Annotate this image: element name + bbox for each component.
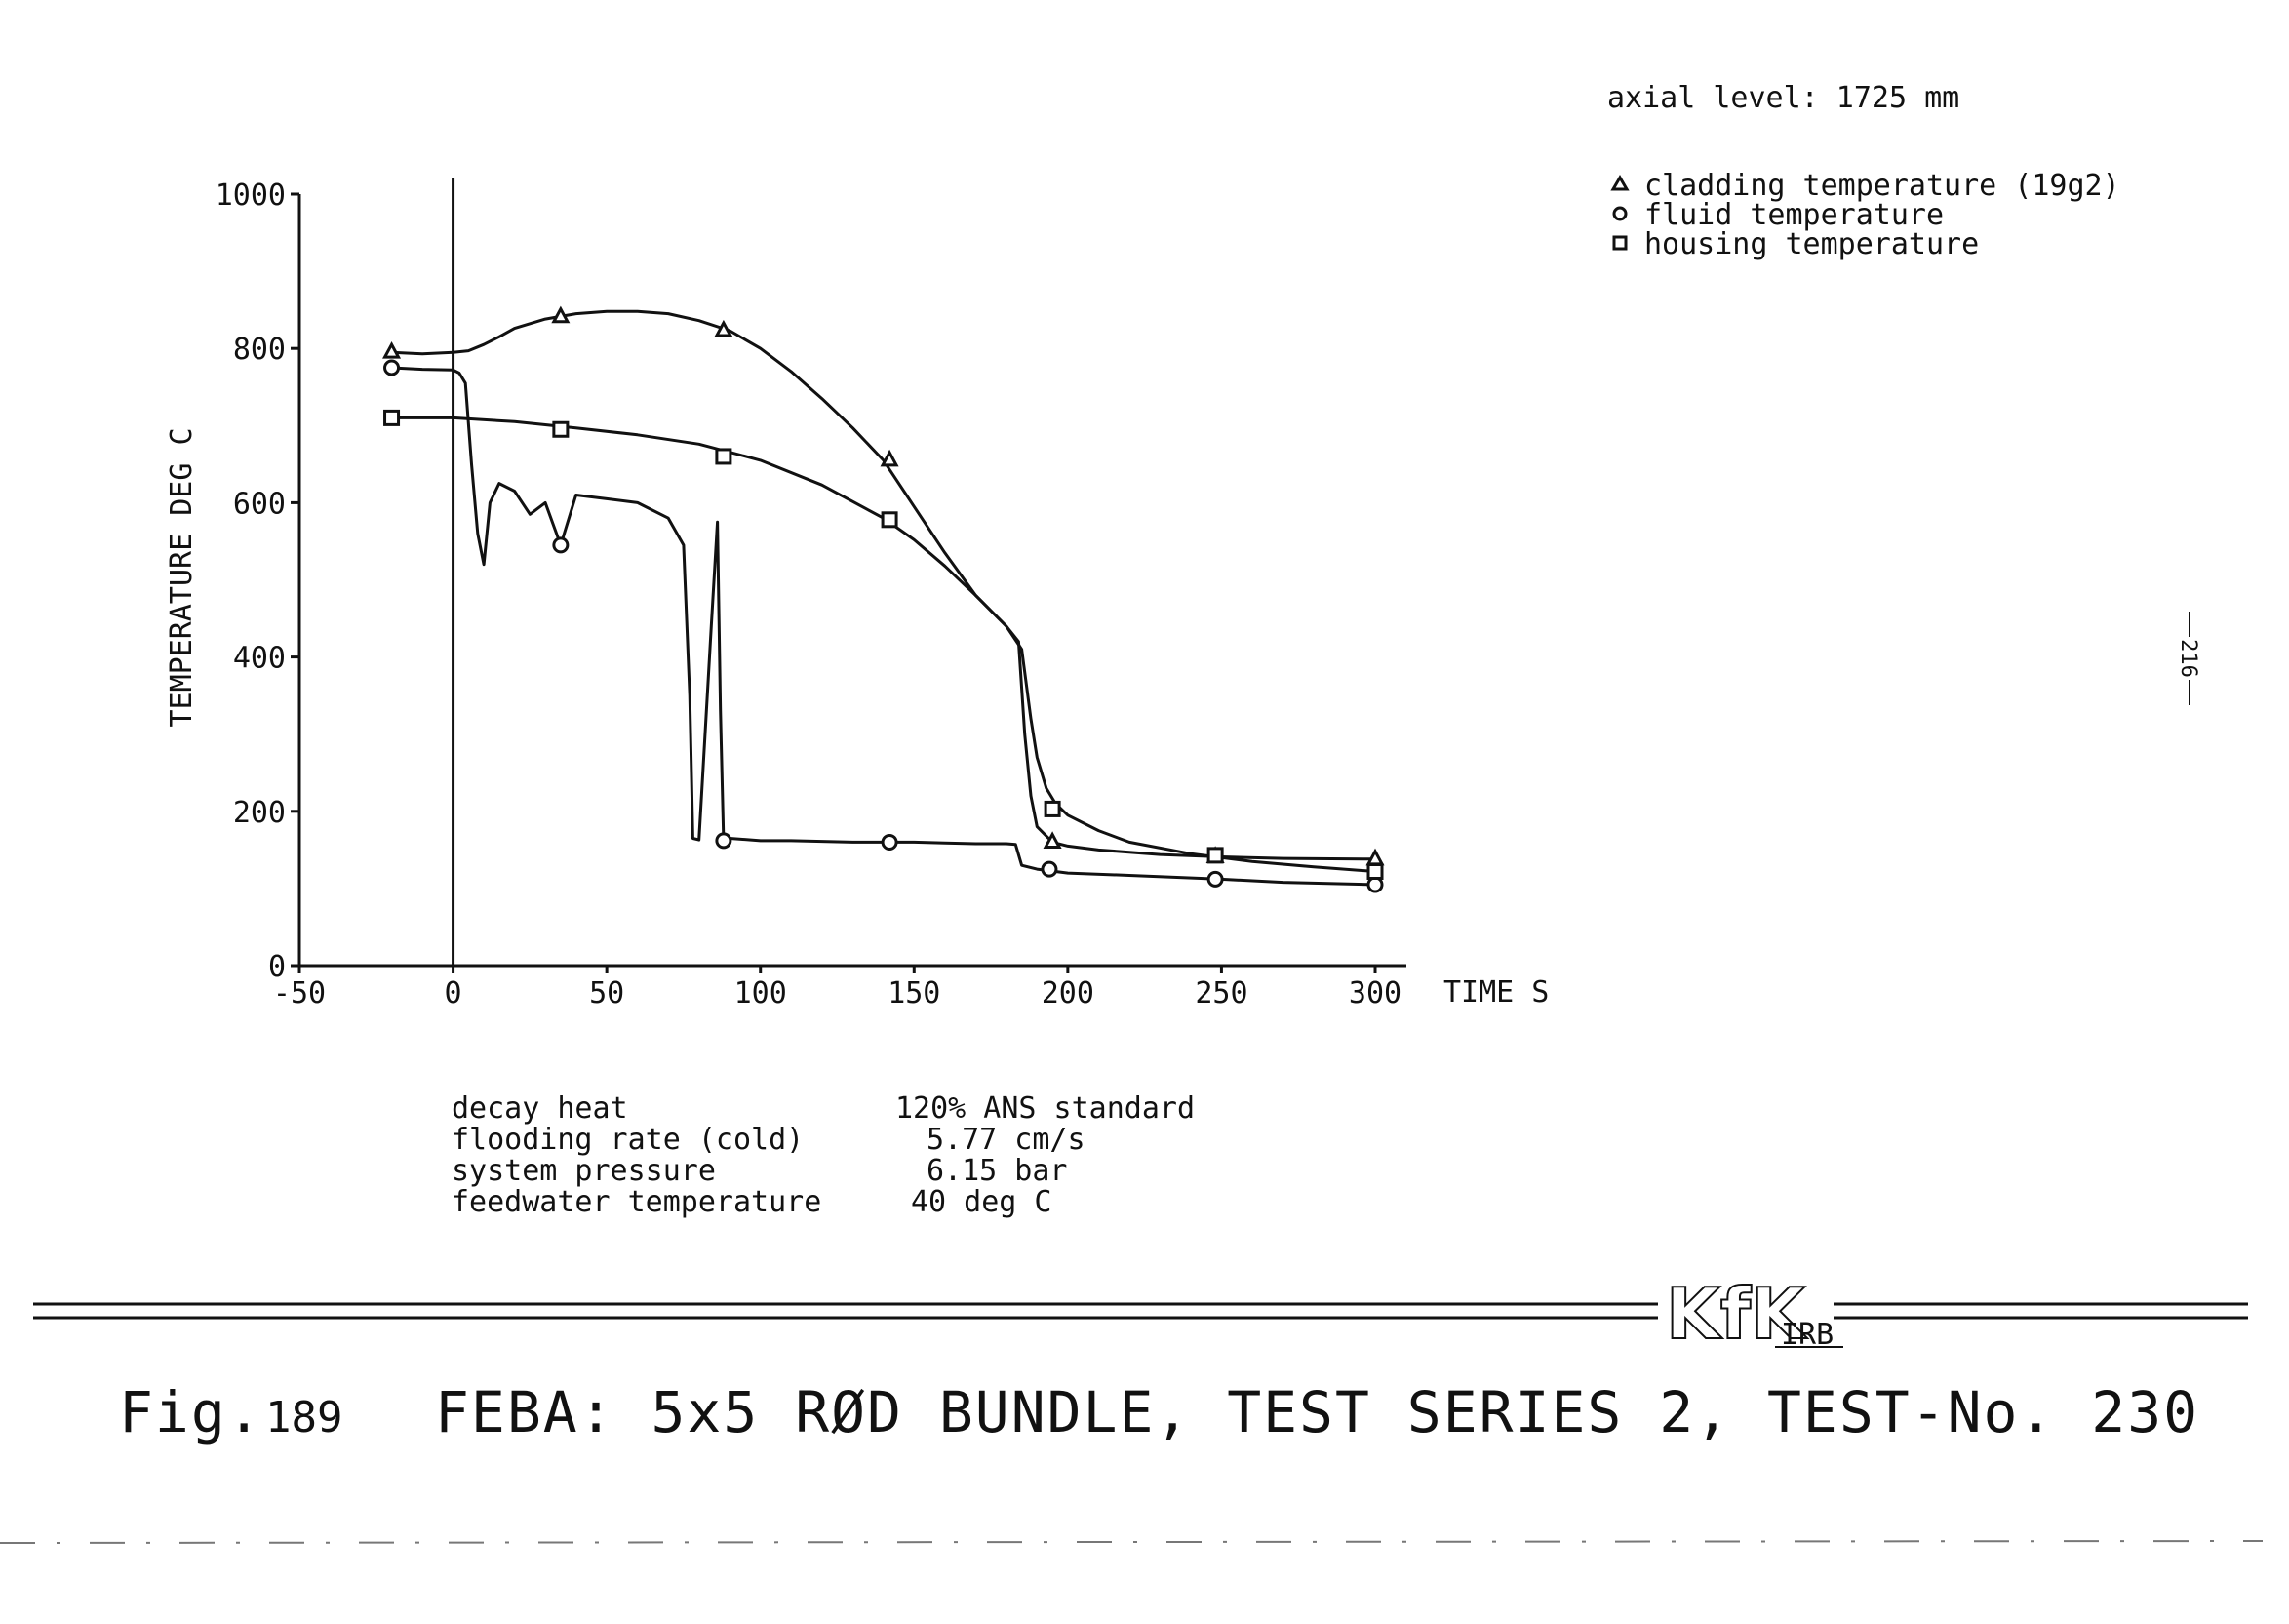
param-name-feedwater-temperature: feedwater temperature	[452, 1185, 821, 1219]
y-tick-label: 0	[268, 950, 286, 984]
triangle-point	[1365, 848, 1385, 866]
circle-point	[552, 536, 570, 554]
circle-point	[1206, 870, 1224, 888]
x-tick-label: 300	[1349, 976, 1401, 1010]
param-name-decay-heat: decay heat	[452, 1091, 628, 1126]
circle-point	[1366, 876, 1384, 893]
kfk-logo-mark: KfK	[1666, 1273, 1807, 1355]
circle-point	[383, 359, 401, 376]
square-point	[383, 409, 401, 426]
kfk-logo: KfK IRB	[1658, 1272, 1843, 1356]
chart-axes	[297, 178, 1406, 968]
series-layer	[382, 305, 1385, 893]
footer-divider	[33, 1302, 2248, 1320]
triangle-point	[1043, 831, 1062, 849]
triangle-point	[880, 449, 899, 467]
y-tick-label: 600	[233, 487, 286, 521]
y-axis-ticks: 0 200 400 600 800 1000	[216, 178, 299, 984]
series-housing-temperature	[383, 409, 1384, 880]
circle-marker-icon	[1612, 206, 1628, 221]
y-tick-label: 200	[233, 796, 286, 830]
triangle-point	[714, 319, 733, 337]
legend: cladding temperature (19g2) fluid temper…	[1610, 169, 2120, 261]
series-cladding-temperature	[382, 305, 1385, 866]
x-tick-label: 0	[445, 976, 462, 1010]
page-number-text: 216	[2176, 639, 2200, 678]
circle-point	[715, 832, 732, 850]
circle-point	[1041, 860, 1058, 878]
x-tick-label: 250	[1195, 976, 1247, 1010]
square-point	[881, 511, 898, 529]
legend-item-housing: housing temperature	[1612, 227, 1979, 261]
legend-label-cladding: cladding temperature (19g2)	[1644, 169, 2120, 203]
series-line-fluid-temperature	[391, 366, 1376, 887]
square-point	[1206, 847, 1224, 864]
scan-artifact-line	[0, 1540, 2264, 1544]
x-axis-label: TIME S	[1443, 975, 1549, 1010]
square-point	[1366, 862, 1384, 880]
x-tick-label: 50	[589, 976, 624, 1010]
y-tick-label: 400	[233, 642, 286, 676]
series-line-cladding-temperature	[391, 309, 1376, 861]
axial-level-label: axial level: 1725 mm	[1607, 81, 1959, 115]
x-tick-label: 200	[1042, 976, 1094, 1010]
param-value-system-pressure: 6.15 bar	[927, 1154, 1068, 1188]
figure-title: FEBA: 5x5 RØD BUNDLE, TEST SERIES 2, TES…	[435, 1379, 2199, 1446]
circle-point	[881, 833, 898, 851]
test-parameters: decay heat 120% ANS standard flooding ra…	[452, 1091, 1195, 1219]
legend-label-housing: housing temperature	[1644, 227, 1979, 261]
y-tick-label: 800	[233, 333, 286, 367]
param-name-flooding-rate: flooding rate (cold)	[452, 1123, 804, 1157]
legend-item-fluid: fluid temperature	[1612, 198, 1944, 232]
y-tick-label: 1000	[216, 178, 286, 213]
square-point	[552, 420, 570, 438]
page-number: 216	[2176, 612, 2200, 705]
square-point	[715, 448, 732, 465]
legend-label-fluid: fluid temperature	[1644, 198, 1944, 232]
series-line-housing-temperature	[391, 416, 1376, 873]
x-tick-label: 100	[734, 976, 787, 1010]
series-fluid-temperature	[383, 359, 1384, 893]
param-name-system-pressure: system pressure	[452, 1154, 716, 1188]
x-tick-label: -50	[273, 976, 326, 1010]
triangle-point	[551, 305, 571, 324]
y-axis-label: TEMPERATURE DEG C	[165, 427, 199, 727]
legend-item-cladding: cladding temperature (19g2)	[1610, 169, 2120, 203]
triangle-marker-icon	[1610, 175, 1630, 191]
square-marker-icon	[1612, 235, 1628, 251]
figure-label: Fig.	[119, 1379, 263, 1446]
x-tick-label: 150	[888, 976, 940, 1010]
param-value-decay-heat: 120% ANS standard	[895, 1091, 1195, 1126]
chart: -50 0 50 100 150 200 250 300 02004006008001000 …	[165, 178, 1549, 1010]
triangle-point	[382, 340, 402, 359]
param-value-flooding-rate: 5.77 cm/s	[927, 1123, 1085, 1157]
param-value-feedwater-temperature: 40 deg C	[911, 1185, 1052, 1219]
x-axis-ticks: -50 0 50 100 150 200 250 300	[273, 966, 1401, 1010]
figure-number: 189	[265, 1393, 342, 1443]
square-point	[1044, 800, 1061, 817]
